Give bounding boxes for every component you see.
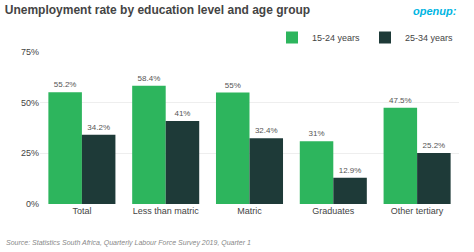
svg-text:12.9%: 12.9% <box>339 166 362 175</box>
svg-text:25-34 years: 25-34 years <box>405 33 453 43</box>
svg-text:25.2%: 25.2% <box>423 141 446 150</box>
svg-text:15-24 years: 15-24 years <box>312 33 360 43</box>
svg-text:0%: 0% <box>26 199 39 209</box>
svg-text:25%: 25% <box>21 148 39 158</box>
svg-text:41%: 41% <box>174 109 190 118</box>
svg-text:31%: 31% <box>309 129 325 138</box>
svg-text:47.5%: 47.5% <box>389 96 412 105</box>
svg-text:Less than matric: Less than matric <box>133 206 200 216</box>
svg-text:32.4%: 32.4% <box>255 126 278 135</box>
svg-text:Matric: Matric <box>237 206 262 216</box>
svg-text:openup:: openup: <box>413 5 457 17</box>
svg-text:55%: 55% <box>225 81 241 90</box>
svg-text:Source: Statistics South Afric: Source: Statistics South Africa, Quarter… <box>6 239 251 247</box>
svg-text:58.4%: 58.4% <box>138 74 161 83</box>
svg-text:Unemployment rate by education: Unemployment rate by education level and… <box>5 3 310 17</box>
svg-text:50%: 50% <box>21 98 39 108</box>
svg-text:55.2%: 55.2% <box>54 80 77 89</box>
svg-text:Other tertiary: Other tertiary <box>391 206 444 216</box>
svg-text:Total: Total <box>72 206 91 216</box>
svg-text:75%: 75% <box>21 47 39 57</box>
svg-text:Graduates: Graduates <box>312 206 355 216</box>
svg-text:34.2%: 34.2% <box>87 123 110 132</box>
